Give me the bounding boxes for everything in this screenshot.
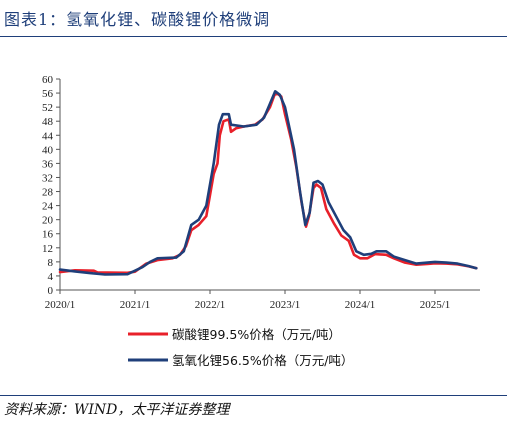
- x-tick-label: 2021/1: [120, 299, 151, 311]
- x-tick-label: 2023/1: [270, 299, 301, 311]
- y-tick-label: 20: [42, 215, 54, 227]
- y-tick-label: 0: [48, 285, 54, 297]
- x-tick-label: 2024/1: [345, 299, 376, 311]
- legend-label-2: 氢氧化锂56.5%价格（万元/吨）: [172, 353, 353, 368]
- series-layer: [58, 90, 478, 276]
- y-tick-label: 4: [48, 271, 54, 283]
- legend: 碳酸锂99.5%价格（万元/吨） 氢氧化锂56.5%价格（万元/吨）: [128, 327, 353, 368]
- source-rule: [0, 395, 507, 396]
- series-line-1: [58, 92, 478, 275]
- y-tick-label: 12: [42, 243, 53, 255]
- title-rule: [0, 36, 507, 37]
- y-tick-label: 16: [42, 229, 54, 241]
- x-axis: 2020/1 2021/1 2022/1 2023/1 2024/1 2025/1: [45, 289, 480, 311]
- y-tick-label: 24: [42, 201, 54, 213]
- series-line-2: [58, 90, 478, 276]
- source-note: 资料来源：WIND，太平洋证券整理: [4, 402, 230, 418]
- x-tick-label: 2022/1: [195, 299, 226, 311]
- x-tick-label: 2020/1: [45, 299, 76, 311]
- y-tick-label: 32: [42, 172, 53, 184]
- figure-title: 图表1：氢氧化锂、碳酸锂价格微调: [4, 10, 271, 29]
- y-tick-label: 8: [48, 257, 54, 269]
- y-tick-label: 60: [42, 74, 54, 86]
- y-tick-label: 52: [42, 102, 53, 114]
- y-tick-label: 28: [42, 187, 54, 199]
- y-tick-label: 36: [42, 158, 54, 170]
- x-tick-label: 2025/1: [420, 299, 451, 311]
- y-tick-label: 48: [42, 116, 54, 128]
- legend-label-1: 碳酸锂99.5%价格（万元/吨）: [172, 327, 341, 342]
- y-tick-label: 44: [42, 130, 54, 142]
- y-tick-label: 56: [42, 88, 54, 100]
- y-tick-label: 40: [42, 144, 54, 156]
